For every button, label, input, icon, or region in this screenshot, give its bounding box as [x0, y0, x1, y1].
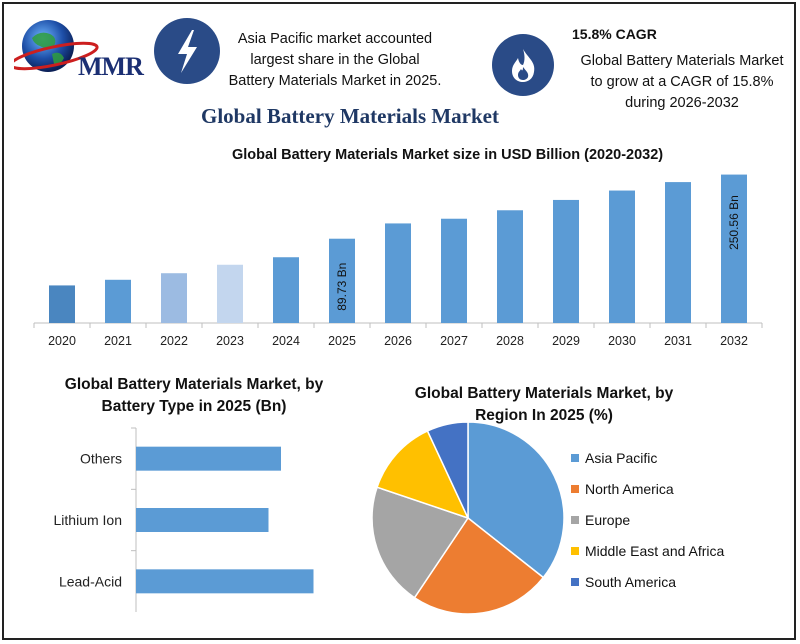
bar-2032 [721, 174, 747, 323]
hbar-others [136, 446, 281, 471]
legend-item: South America [571, 574, 676, 590]
bar-2026 [385, 223, 411, 323]
flame-badge [492, 34, 554, 96]
legend-swatch [571, 578, 579, 586]
hbar-category-label: Others [80, 451, 122, 467]
bar-data-label: 89.73 Bn [335, 263, 349, 311]
x-tick-label: 2029 [552, 334, 580, 348]
x-tick-label: 2025 [328, 334, 356, 348]
legend-label: Middle East and Africa [585, 543, 725, 559]
bar-2029 [553, 199, 579, 323]
bar-2030 [609, 190, 635, 323]
logo-text: MMR [78, 52, 144, 81]
pie-slice-asia-pacific [467, 421, 565, 579]
x-tick-label: 2026 [384, 334, 412, 348]
pie-chart [371, 421, 565, 615]
legend-swatch [571, 485, 579, 493]
x-tick-label: 2020 [48, 334, 76, 348]
bar-2027 [441, 218, 467, 323]
legend-label: South America [585, 574, 677, 590]
x-tick-label: 2032 [720, 334, 748, 348]
pie-chart-title: Global Battery Materials Market, by Regi… [414, 385, 674, 424]
hbar-chart: Others Lithium Ion Lead-Acid [54, 427, 314, 612]
pie-slice-north-america [413, 516, 545, 615]
hbar-category-label: Lead-Acid [59, 573, 122, 589]
x-tick-label: 2021 [104, 334, 132, 348]
cagr-title: 15.8% CAGR [572, 26, 657, 42]
lightning-bolt-icon [178, 30, 197, 73]
bar-chart-title: Global Battery Materials Market size in … [232, 147, 664, 163]
mmr-logo: MMR [9, 16, 150, 82]
flame-icon [512, 49, 535, 82]
legend-item: Middle East and Africa [571, 543, 724, 559]
bar-2023 [217, 264, 243, 323]
bar-chart: 2020 2021 2022 2023 2024 2025 89.73 Bn 2026 2027… [33, 174, 763, 348]
bar-2020 [49, 285, 75, 323]
bar-data-label: 250.56 Bn [727, 195, 741, 250]
x-tick-label: 2027 [440, 334, 468, 348]
bolt-badge [154, 18, 220, 84]
legend-swatch [571, 454, 579, 462]
x-tick-label: 2031 [664, 334, 692, 348]
bar-2021 [105, 279, 131, 323]
pie-slice-middle-east-and-africa [376, 429, 470, 520]
hbar-lithium-ion [136, 508, 269, 532]
highlight-asia-pacific: Asia Pacific market accounted largest sh… [228, 31, 442, 89]
legend-swatch [571, 547, 579, 555]
legend-label: Asia Pacific [585, 450, 658, 466]
bar-2025 [329, 238, 355, 323]
legend-label: Europe [585, 512, 631, 528]
legend-item: Europe [571, 512, 630, 528]
legend-swatch [571, 516, 579, 524]
legend-label: North America [585, 481, 674, 497]
legend-item: North America [571, 481, 674, 497]
pie-slice-south-america [426, 421, 469, 519]
highlight-cagr: Global Battery Materials Market to grow … [580, 53, 784, 111]
bar-2022 [161, 273, 187, 323]
x-tick-label: 2024 [272, 334, 300, 348]
bar-2024 [273, 257, 299, 323]
bar-2028 [497, 210, 523, 323]
hbar-lead-acid [136, 569, 314, 594]
bar-2031 [665, 182, 691, 323]
hbar-category-label: Lithium Ion [54, 512, 122, 528]
x-tick-label: 2023 [216, 334, 244, 348]
page-title: Global Battery Materials Market [201, 104, 499, 128]
pie-slice-europe [371, 486, 470, 599]
x-tick-label: 2030 [608, 334, 636, 348]
hbar-chart-title: Global Battery Materials Market, by Batt… [64, 376, 324, 415]
legend-item: Asia Pacific [571, 450, 657, 466]
x-tick-label: 2028 [496, 334, 524, 348]
x-tick-label: 2022 [160, 334, 188, 348]
